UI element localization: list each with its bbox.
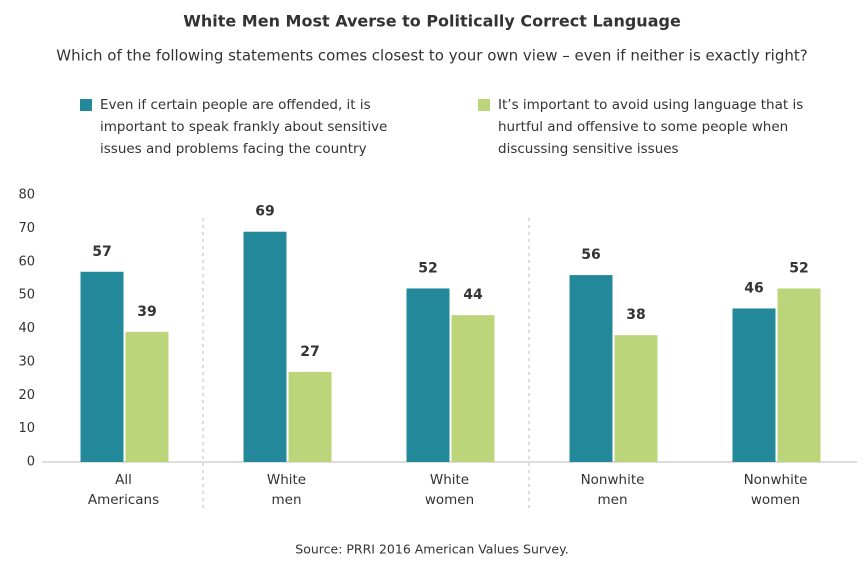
value-label: 52 xyxy=(789,260,808,276)
y-tick-label: 60 xyxy=(18,254,35,269)
bar xyxy=(288,371,332,462)
y-tick-label: 80 xyxy=(18,188,35,203)
bar xyxy=(569,275,613,462)
value-label: 27 xyxy=(300,344,319,360)
x-tick-label: Nonwhite men xyxy=(581,472,645,508)
y-tick-label: 30 xyxy=(18,354,35,369)
legend-item: It’s important to avoid using language t… xyxy=(478,94,808,160)
x-tick-label: Nonwhite women xyxy=(744,472,808,508)
value-label: 69 xyxy=(255,204,274,220)
source: Source: PRRI 2016 American Values Survey… xyxy=(295,542,568,557)
y-tick-label: 70 xyxy=(18,221,35,236)
legend-swatch xyxy=(478,99,490,111)
bar xyxy=(406,288,450,462)
chart-subtitle: Which of the following statements comes … xyxy=(56,47,807,65)
x-tick-label: White women xyxy=(425,472,474,508)
y-tick-label: 20 xyxy=(18,388,35,403)
y-tick-label: 40 xyxy=(18,321,35,336)
bar xyxy=(732,308,776,462)
legend-label: It’s important to avoid using language t… xyxy=(498,97,804,157)
value-label: 39 xyxy=(137,304,156,320)
bar xyxy=(243,231,287,462)
bar xyxy=(125,331,169,462)
legend-item: Even if certain people are offended, it … xyxy=(80,94,400,160)
value-label: 44 xyxy=(463,287,483,303)
bar xyxy=(777,288,821,462)
y-tick-label: 50 xyxy=(18,288,35,303)
x-tick-label: All Americans xyxy=(88,472,159,508)
chart-title: White Men Most Averse to Politically Cor… xyxy=(183,12,681,31)
x-tick-label: White men xyxy=(267,472,306,508)
value-label: 56 xyxy=(581,247,600,263)
legend-swatch xyxy=(80,99,92,111)
bar xyxy=(451,315,495,462)
y-tick-label: 0 xyxy=(27,455,35,470)
value-label: 38 xyxy=(626,307,645,323)
bar xyxy=(614,335,658,462)
value-label: 57 xyxy=(92,244,111,260)
legend-label: Even if certain people are offended, it … xyxy=(100,97,388,157)
value-label: 46 xyxy=(744,280,763,296)
value-label: 52 xyxy=(418,260,437,276)
y-tick-label: 10 xyxy=(18,421,35,436)
bar xyxy=(80,271,124,462)
